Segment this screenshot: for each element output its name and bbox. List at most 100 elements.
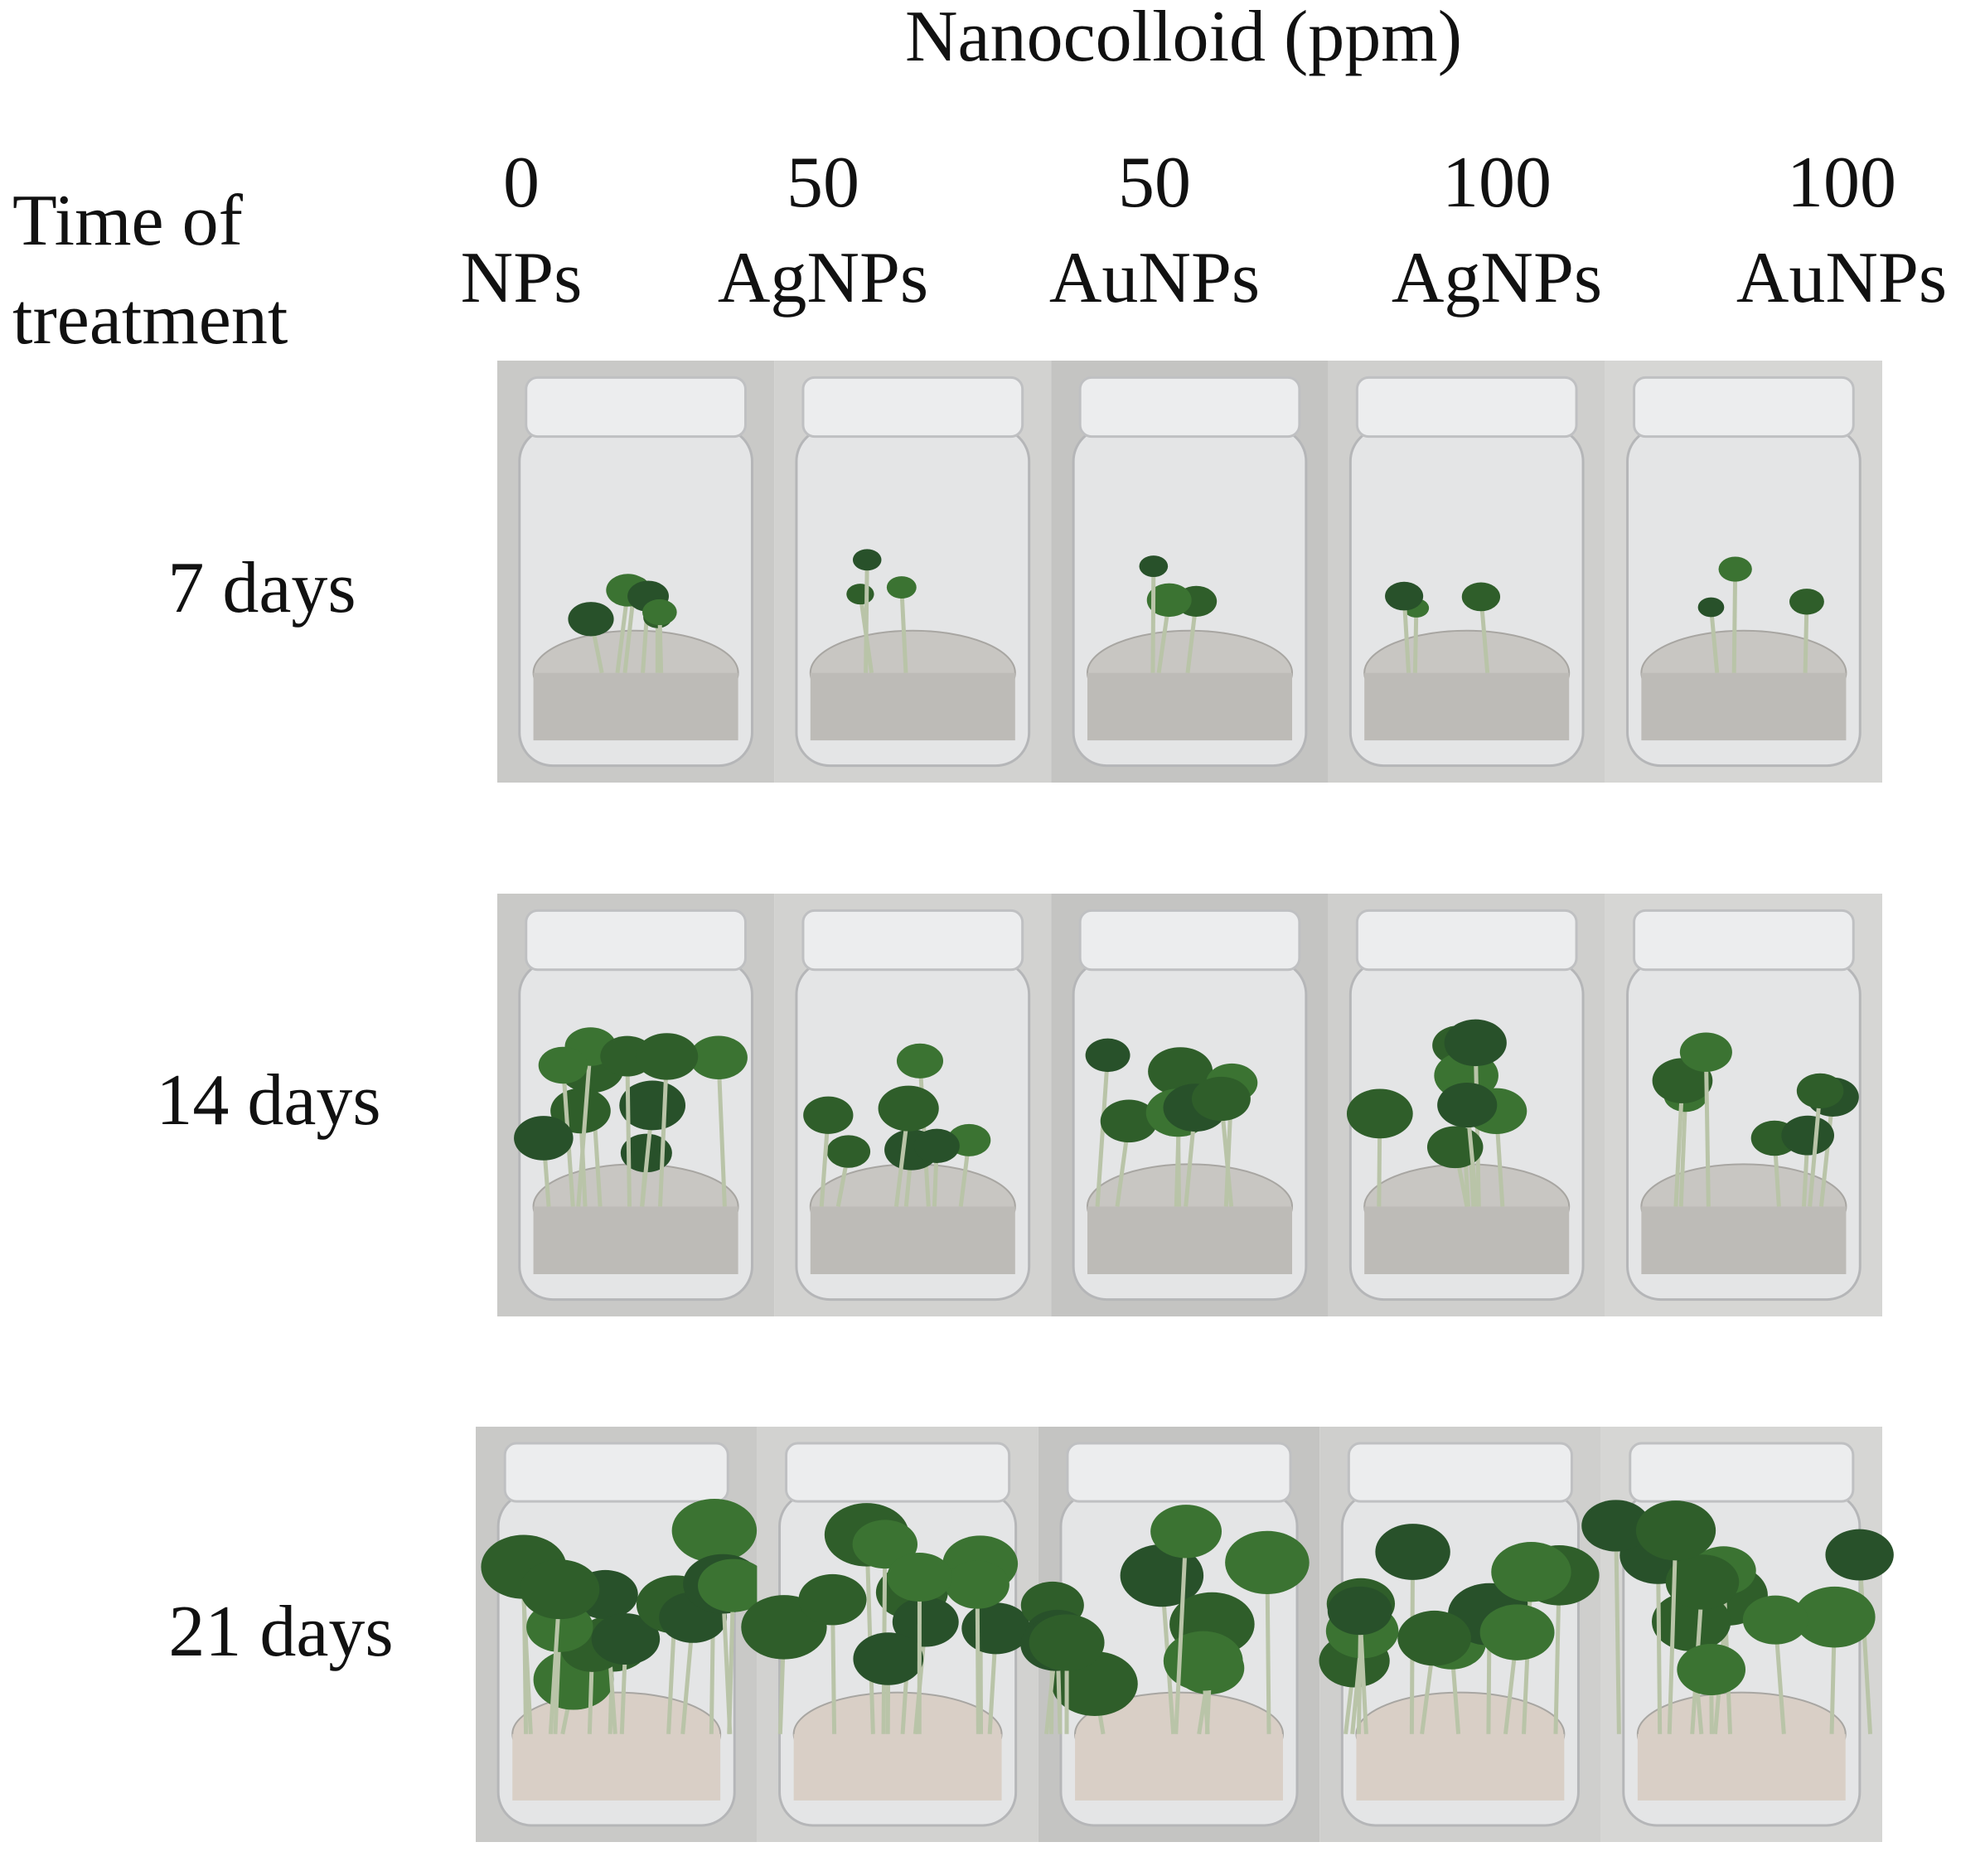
leaf <box>886 576 917 599</box>
leaf <box>1191 1076 1251 1122</box>
leaf <box>853 1632 924 1685</box>
figure-title: Nanocolloid (ppm) <box>905 0 1462 77</box>
leaf <box>913 1128 960 1163</box>
leaf <box>1148 1047 1213 1096</box>
substrate-base <box>1356 1733 1565 1801</box>
photo <box>741 1427 1038 1842</box>
leaf <box>1796 1073 1844 1109</box>
jar-lid <box>1078 376 1301 439</box>
leaf <box>803 1096 854 1134</box>
jar-lid <box>1066 1442 1292 1503</box>
photo <box>1328 894 1605 1316</box>
row-header-line: treatment <box>12 279 288 360</box>
column-dose: 100 <box>1787 143 1896 223</box>
leaf <box>1029 1614 1105 1671</box>
leaf <box>1479 1604 1555 1660</box>
jar-lid <box>801 376 1024 439</box>
leaf <box>1327 1586 1392 1636</box>
leaf <box>1437 1082 1498 1128</box>
leaf <box>619 1080 686 1131</box>
leaf <box>1146 583 1192 618</box>
leaf <box>520 1559 600 1620</box>
leaf <box>1697 597 1725 618</box>
leaf <box>798 1573 867 1626</box>
jar-lid <box>1355 376 1578 439</box>
stem <box>1150 566 1156 673</box>
leaf <box>1375 1524 1450 1580</box>
leaf <box>1461 582 1501 612</box>
substrate-base <box>1641 1206 1847 1274</box>
jar-lid <box>525 909 747 972</box>
leaf <box>514 1116 574 1161</box>
column-label: AgNPs <box>718 238 928 318</box>
stem <box>864 560 869 673</box>
leaf <box>1100 1099 1158 1143</box>
leaf <box>689 1035 748 1079</box>
photo <box>497 894 775 1316</box>
stem <box>658 1056 670 1207</box>
leaf <box>945 1560 1009 1609</box>
leaf <box>1150 1505 1222 1558</box>
stem <box>899 587 908 673</box>
stem <box>1703 1052 1711 1207</box>
leaf <box>1225 1530 1310 1594</box>
column-label: NPs <box>461 238 583 318</box>
photo <box>1020 1427 1320 1842</box>
stem <box>1174 1531 1189 1734</box>
leaf <box>1385 581 1424 611</box>
leaf <box>1085 1038 1130 1073</box>
stem <box>864 1534 875 1734</box>
stem <box>1708 607 1720 673</box>
leaf <box>1444 1019 1507 1067</box>
column-dose: 50 <box>787 143 859 223</box>
row-label: 14 days <box>156 1060 380 1141</box>
leaf <box>896 1043 944 1079</box>
stem <box>1731 569 1738 673</box>
stem <box>625 1056 632 1207</box>
substrate-base <box>1641 672 1847 741</box>
stem <box>1857 1554 1873 1734</box>
stem <box>1656 1555 1663 1734</box>
substrate-base <box>533 1206 738 1274</box>
leaf <box>1346 1088 1413 1139</box>
leaf <box>1825 1529 1894 1581</box>
stem <box>1095 1054 1111 1207</box>
stem <box>1808 1090 1823 1207</box>
substrate-base <box>1087 672 1293 741</box>
photo <box>1051 894 1329 1316</box>
stem <box>716 1057 727 1207</box>
substrate-base <box>793 1733 1002 1801</box>
jar-lid <box>503 1442 729 1503</box>
leaf <box>591 1613 661 1665</box>
photo <box>1605 894 1882 1316</box>
row-label: 21 days <box>168 1592 393 1672</box>
substrate-base <box>810 672 1015 741</box>
photo <box>1581 1427 1894 1842</box>
leaf <box>1665 1554 1740 1610</box>
column-label: AuNPs <box>1049 238 1260 318</box>
photo <box>1051 361 1329 783</box>
photo <box>1328 361 1605 783</box>
substrate-base <box>533 672 738 741</box>
leaf <box>698 1558 769 1612</box>
leaf <box>671 1498 758 1563</box>
jar-lid <box>1633 909 1855 972</box>
leaf <box>846 584 874 605</box>
photo <box>1605 361 1882 783</box>
leaf <box>1139 555 1169 578</box>
leaf <box>642 599 677 626</box>
jar-lid <box>801 909 1024 972</box>
leaf <box>568 602 614 637</box>
column-dose: 50 <box>1118 143 1191 223</box>
substrate-base <box>1364 1206 1570 1274</box>
leaf <box>1718 556 1752 582</box>
substrate-base <box>1364 672 1570 741</box>
leaf <box>961 1602 1031 1655</box>
leaf <box>878 1085 939 1132</box>
substrate-base <box>810 1206 1015 1274</box>
leaf <box>1581 1500 1651 1552</box>
substrate-base <box>1075 1733 1283 1801</box>
leaf <box>887 1553 952 1602</box>
jar-lid <box>1347 1442 1573 1503</box>
